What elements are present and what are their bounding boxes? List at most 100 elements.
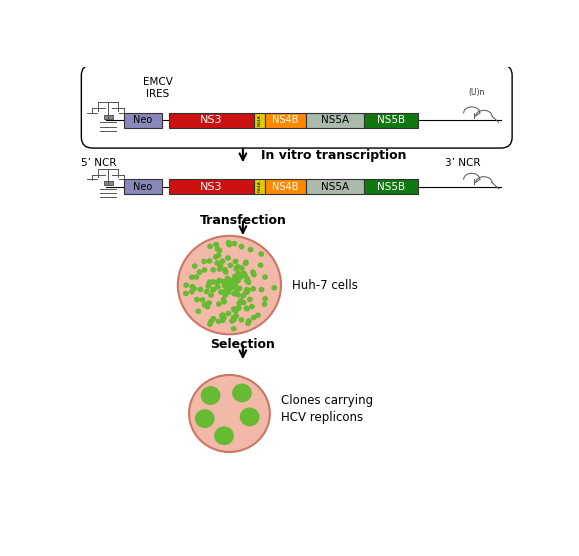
Circle shape <box>226 277 232 283</box>
Circle shape <box>233 276 239 281</box>
Circle shape <box>242 273 248 279</box>
Circle shape <box>262 301 267 307</box>
Circle shape <box>219 259 225 264</box>
Circle shape <box>234 265 240 270</box>
Circle shape <box>215 280 221 285</box>
Circle shape <box>225 279 230 285</box>
Circle shape <box>224 286 230 291</box>
Circle shape <box>251 272 257 277</box>
Circle shape <box>208 292 214 298</box>
Circle shape <box>236 305 241 311</box>
Circle shape <box>232 291 237 296</box>
Text: 5’ NCR: 5’ NCR <box>81 158 117 168</box>
Text: Huh-7 cells: Huh-7 cells <box>292 279 358 291</box>
Circle shape <box>225 311 232 316</box>
Circle shape <box>241 272 247 277</box>
Circle shape <box>210 316 217 321</box>
Circle shape <box>225 283 230 289</box>
Circle shape <box>235 264 241 270</box>
Circle shape <box>226 242 232 247</box>
Circle shape <box>189 284 195 290</box>
Circle shape <box>262 274 268 280</box>
FancyBboxPatch shape <box>81 64 512 148</box>
Circle shape <box>206 284 211 289</box>
Circle shape <box>206 300 212 306</box>
Circle shape <box>246 318 252 324</box>
FancyBboxPatch shape <box>169 179 254 194</box>
FancyBboxPatch shape <box>306 179 364 194</box>
Circle shape <box>232 274 238 279</box>
Circle shape <box>240 408 259 426</box>
Circle shape <box>210 287 216 293</box>
Circle shape <box>245 321 251 326</box>
Circle shape <box>207 244 213 249</box>
Circle shape <box>232 281 237 286</box>
Circle shape <box>250 269 256 275</box>
Circle shape <box>216 301 222 307</box>
Circle shape <box>215 252 221 258</box>
Circle shape <box>213 242 219 247</box>
Circle shape <box>210 267 216 273</box>
Circle shape <box>239 317 244 322</box>
Circle shape <box>222 283 228 289</box>
Circle shape <box>251 315 257 320</box>
Circle shape <box>221 316 226 321</box>
Circle shape <box>223 280 229 286</box>
Circle shape <box>229 279 235 285</box>
Circle shape <box>226 280 232 286</box>
Circle shape <box>214 260 220 266</box>
Circle shape <box>189 274 195 280</box>
Circle shape <box>258 251 264 257</box>
Circle shape <box>192 263 197 269</box>
Circle shape <box>215 246 221 252</box>
Circle shape <box>233 266 239 271</box>
Circle shape <box>222 289 228 294</box>
Circle shape <box>247 297 253 302</box>
Circle shape <box>189 375 270 452</box>
FancyBboxPatch shape <box>104 115 113 119</box>
Circle shape <box>230 306 237 312</box>
Circle shape <box>201 302 207 307</box>
FancyBboxPatch shape <box>364 112 418 128</box>
Circle shape <box>207 321 213 327</box>
Circle shape <box>235 278 241 284</box>
Circle shape <box>244 289 250 295</box>
Circle shape <box>272 285 277 291</box>
Circle shape <box>221 297 226 302</box>
FancyBboxPatch shape <box>265 179 306 194</box>
Circle shape <box>215 319 221 324</box>
Circle shape <box>236 300 242 306</box>
Circle shape <box>189 289 195 295</box>
FancyBboxPatch shape <box>169 112 254 128</box>
Circle shape <box>255 312 261 318</box>
Circle shape <box>201 386 221 405</box>
Circle shape <box>239 265 245 271</box>
Circle shape <box>227 283 233 289</box>
Circle shape <box>233 259 239 264</box>
Text: NS4A: NS4A <box>258 181 262 192</box>
Circle shape <box>250 286 256 291</box>
Circle shape <box>229 285 234 291</box>
Circle shape <box>196 270 202 275</box>
Text: NS5B: NS5B <box>377 182 405 192</box>
Circle shape <box>245 280 251 285</box>
Circle shape <box>221 315 227 320</box>
Circle shape <box>226 240 232 245</box>
Circle shape <box>233 309 239 314</box>
Circle shape <box>245 287 251 293</box>
Circle shape <box>222 292 228 298</box>
FancyBboxPatch shape <box>364 179 418 194</box>
Circle shape <box>201 259 207 264</box>
Circle shape <box>243 290 249 295</box>
Circle shape <box>241 300 247 305</box>
Text: In vitro transcription: In vitro transcription <box>261 149 406 162</box>
Circle shape <box>225 255 231 261</box>
Circle shape <box>219 317 225 324</box>
Circle shape <box>215 284 221 290</box>
Circle shape <box>239 244 244 249</box>
Circle shape <box>227 284 233 289</box>
Circle shape <box>226 280 232 286</box>
Circle shape <box>227 279 233 284</box>
Circle shape <box>238 298 244 304</box>
FancyBboxPatch shape <box>124 112 162 128</box>
